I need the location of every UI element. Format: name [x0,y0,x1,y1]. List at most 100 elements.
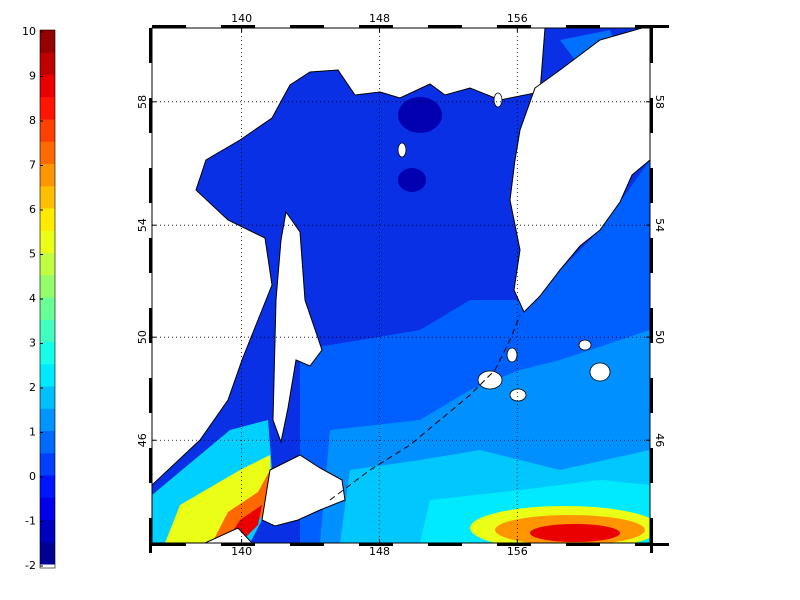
colorbar-band [40,230,55,253]
frame-bar [566,543,600,546]
frame-bar [650,378,653,413]
frame-bar [566,25,600,28]
land-hokkaido [261,454,346,527]
colorbar-band [40,363,55,387]
colorbar-band [40,96,55,120]
island [477,370,503,390]
colorbar-band [40,319,55,342]
frame-bar [428,25,462,28]
x-tick-label-bottom: 156 [507,545,528,558]
field-patch [530,524,620,542]
land-sakhalin [272,210,323,444]
frame-bar [149,168,152,203]
frame-bar [149,378,152,413]
frame-bar [149,448,152,483]
colorbar-band [40,541,55,565]
frame-bar [221,25,255,28]
frame-bar [428,543,462,546]
frame-bar [650,238,653,273]
colorbar-band [40,475,55,498]
colorbar-band [40,30,55,53]
islands [397,92,611,402]
frame-bar [149,308,152,343]
colorbar-band [40,274,55,298]
frame-bar [149,238,152,273]
land-honshu [204,527,253,543]
colorbar-band [40,141,55,164]
frame-bar [290,25,324,28]
island [493,92,503,108]
y-tick-label-right: 58 [653,95,666,109]
x-tick-label-top: 148 [369,12,390,25]
frame-bar [149,28,152,63]
colorbar-band [40,430,55,454]
colorbar-band [40,208,55,231]
colorbar: -2 -1 0 1 2 3 4 5 6 7 8 9 10 [22,25,56,572]
frame-bar [497,543,531,546]
x-tick-label-top: 156 [507,12,528,25]
y-tick-label-left: 50 [136,330,149,344]
colorbar-tick-label: 3 [29,337,36,350]
kuril-chain [329,314,521,501]
frame-bar [635,25,669,28]
frame-bar [290,543,324,546]
island [589,362,611,382]
field-patch [398,97,442,133]
frame-bar [650,98,653,133]
colorbar-tick-label: 4 [29,292,36,305]
colorbar-band [40,52,55,75]
colorbar-tick-label: 9 [29,70,36,83]
y-tick-label-left: 54 [136,218,149,232]
colorbar-tick-label: 6 [29,203,36,216]
island [578,339,592,351]
frame-bar [650,28,653,63]
colorbar-band [40,185,55,209]
frame-bar [359,25,393,28]
colorbar-tick-label: 1 [29,426,36,439]
colorbar-band [40,119,55,142]
colorbar-tick-label: 5 [29,248,36,261]
frame-bar [650,308,653,343]
colorbar-tick-label: 8 [29,114,36,127]
frame-bar [650,448,653,483]
field-patch [212,470,272,543]
frame-bar [152,543,186,546]
frame-bar [497,25,531,28]
island [397,142,407,158]
colorbar-band [40,252,55,276]
y-tick-label-right: 46 [653,433,666,447]
island [506,347,518,363]
frame-bar [152,25,186,28]
colorbar-band [40,341,55,365]
land-kamchatka [509,28,650,313]
frame-bar [149,518,152,553]
colorbar-tick-label: -2 [25,559,36,572]
frame-bar [650,168,653,203]
colorbar-band [40,386,55,409]
y-tick-label-left: 58 [136,95,149,109]
y-tick-label-right: 54 [653,218,666,232]
colorbar-tick-label: 7 [29,159,36,172]
y-tick-label-right: 50 [653,330,666,344]
colorbar-band [40,297,55,320]
x-tick-label-bottom: 140 [231,545,252,558]
colorbar-tick-label: 10 [22,25,36,38]
map-field [152,28,650,543]
colorbar-band [40,74,55,98]
colorbar-band [40,497,55,520]
colorbar-band [40,452,55,476]
colorbar-tick-label: 2 [29,381,36,394]
x-tick-label-top: 140 [231,12,252,25]
colorbar-band [40,163,55,187]
colorbar-band [40,519,55,543]
grid [152,28,650,543]
frame-bar [221,543,255,546]
y-tick-label-left: 46 [136,433,149,447]
frame-bar [149,98,152,133]
frame-bar [359,543,393,546]
colorbar-tick-label: 0 [29,470,36,483]
colorbar-tick-label: -1 [25,515,36,528]
frame-bar [650,518,653,553]
